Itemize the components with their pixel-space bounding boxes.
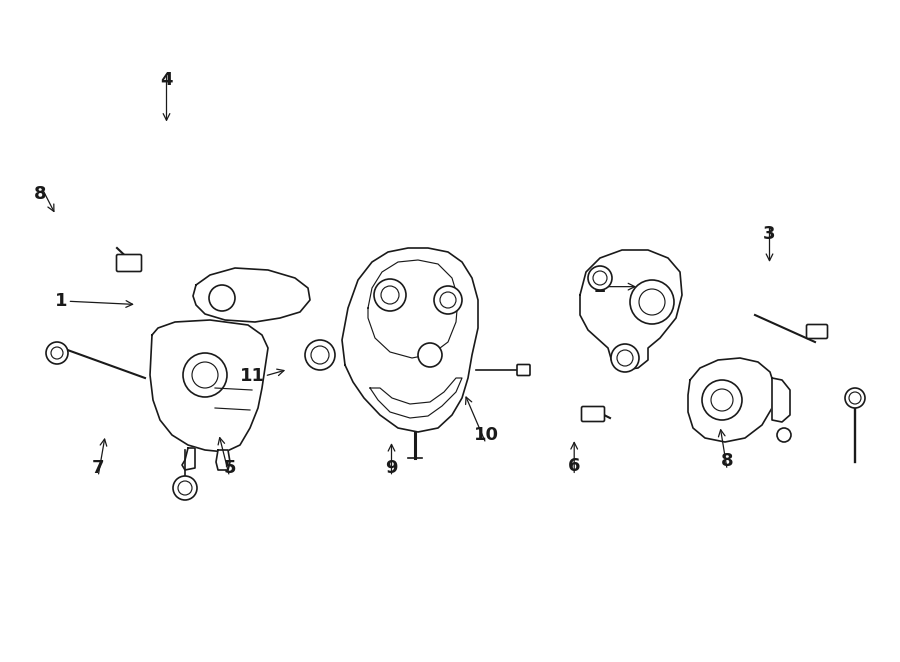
Text: 7: 7 xyxy=(92,459,104,477)
Circle shape xyxy=(611,344,639,372)
Text: 8: 8 xyxy=(721,452,734,470)
Circle shape xyxy=(173,476,197,500)
Polygon shape xyxy=(182,448,195,470)
Polygon shape xyxy=(368,260,458,358)
Text: 11: 11 xyxy=(239,367,265,385)
FancyBboxPatch shape xyxy=(806,324,827,338)
Polygon shape xyxy=(342,248,478,432)
Polygon shape xyxy=(370,378,462,418)
Circle shape xyxy=(374,279,406,311)
Text: 10: 10 xyxy=(473,426,499,444)
FancyBboxPatch shape xyxy=(116,254,141,271)
Polygon shape xyxy=(216,450,230,470)
Text: 9: 9 xyxy=(385,459,398,477)
Circle shape xyxy=(588,266,612,290)
Text: 1: 1 xyxy=(55,292,68,310)
Text: 3: 3 xyxy=(763,225,776,243)
Circle shape xyxy=(209,285,235,311)
Text: 5: 5 xyxy=(223,459,236,477)
Circle shape xyxy=(702,380,742,420)
Circle shape xyxy=(434,286,462,314)
Text: 2: 2 xyxy=(593,277,606,296)
Polygon shape xyxy=(193,268,310,322)
Polygon shape xyxy=(688,358,775,442)
Circle shape xyxy=(418,343,442,367)
Polygon shape xyxy=(580,250,682,370)
FancyBboxPatch shape xyxy=(581,406,605,422)
Polygon shape xyxy=(150,320,268,452)
Circle shape xyxy=(305,340,335,370)
Text: 4: 4 xyxy=(160,71,173,89)
Circle shape xyxy=(630,280,674,324)
Text: 6: 6 xyxy=(568,457,580,475)
Circle shape xyxy=(183,353,227,397)
Text: 8: 8 xyxy=(34,185,47,203)
Circle shape xyxy=(845,388,865,408)
Circle shape xyxy=(46,342,68,364)
Circle shape xyxy=(777,428,791,442)
FancyBboxPatch shape xyxy=(517,365,530,375)
Polygon shape xyxy=(772,378,790,422)
